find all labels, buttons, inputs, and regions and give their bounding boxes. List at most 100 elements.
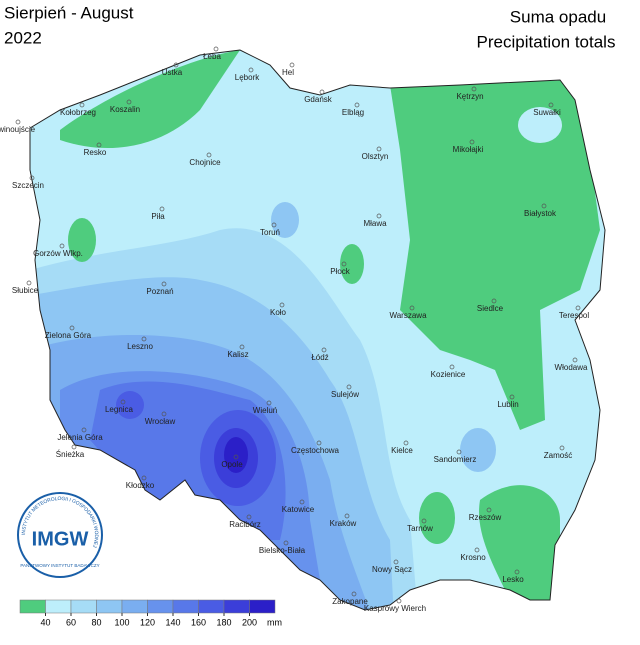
legend-swatch xyxy=(147,599,174,614)
city-label: Częstochowa xyxy=(291,446,340,455)
city-label: Resko xyxy=(84,148,107,157)
legend-tick-label: 180 xyxy=(216,617,231,627)
title: Sierpień - August xyxy=(4,3,134,22)
city-label: Leszno xyxy=(127,342,153,351)
city-label: Gdańsk xyxy=(304,95,333,104)
city-dot xyxy=(393,559,399,565)
city-dot xyxy=(469,139,475,145)
city-label: Siedlce xyxy=(477,304,504,313)
city-label: Kraków xyxy=(330,519,357,528)
city-label: Lublin xyxy=(497,400,518,409)
city-label: Śnieżka xyxy=(56,450,85,459)
city-label: Białystok xyxy=(524,209,557,218)
legend-swatch xyxy=(198,599,225,614)
city-dot xyxy=(409,305,415,311)
city-label: Zielona Góra xyxy=(45,331,92,340)
city-dot xyxy=(316,440,322,446)
city-dot xyxy=(26,280,32,286)
city-label: Mikołajki xyxy=(453,145,484,154)
city-dot xyxy=(341,261,347,267)
city-dot xyxy=(120,399,126,405)
city-label: Katowice xyxy=(282,505,315,514)
city-label: Sulejów xyxy=(331,390,359,399)
legend-tick-label: 120 xyxy=(140,617,155,627)
legend-tick-label: 200 xyxy=(242,617,257,627)
city-dot xyxy=(81,427,87,433)
subtitle: Suma opadu xyxy=(510,7,606,26)
city-label: Koszalin xyxy=(110,105,140,114)
city-label: Płock xyxy=(330,267,351,276)
city-dot xyxy=(321,347,327,353)
city-label: Lębork xyxy=(235,73,260,82)
city-dot xyxy=(246,514,252,520)
city-dot xyxy=(59,243,65,249)
city-label: Terespol xyxy=(559,311,589,320)
logo-ring-text: PAŃSTWOWY INSTYTUT BADAWCZY xyxy=(20,562,99,568)
city-dot xyxy=(376,146,382,152)
city-dot xyxy=(213,46,219,52)
legend-swatch xyxy=(96,599,123,614)
city-dot xyxy=(344,513,350,519)
city-dot xyxy=(71,444,77,450)
city-dot xyxy=(15,119,21,125)
city-label: Szczecin xyxy=(12,181,44,190)
city-dot xyxy=(29,175,35,181)
legend-swatch xyxy=(121,599,148,614)
city-dot xyxy=(541,203,547,209)
city-label: Nowy Sącz xyxy=(372,565,412,574)
city-label: Rzeszów xyxy=(469,513,502,522)
city-label: Jelenia Góra xyxy=(57,433,103,442)
legend-tick-label: 60 xyxy=(66,617,76,627)
city-dot xyxy=(141,336,147,342)
city-label: Kozienice xyxy=(431,370,466,379)
city-label: Suwałki xyxy=(533,108,561,117)
city-label: Koło xyxy=(270,308,287,317)
legend-tick-label: 140 xyxy=(165,617,180,627)
city-label: Świnoujście xyxy=(0,125,36,134)
city-dot xyxy=(206,152,212,158)
city-label: Kielce xyxy=(391,446,413,455)
city-label: Słubice xyxy=(12,286,39,295)
city-dot xyxy=(161,281,167,287)
city-dot xyxy=(559,445,565,451)
city-label: Kłodzko xyxy=(126,481,155,490)
city-label: Zamość xyxy=(544,451,572,460)
city-dot xyxy=(471,86,477,92)
city-label: Łódź xyxy=(311,353,328,362)
city-dot xyxy=(289,62,295,68)
city-dot xyxy=(279,302,285,308)
city-dot xyxy=(396,598,402,604)
city-dot xyxy=(474,547,480,553)
city-dot xyxy=(354,102,360,108)
city-label: Łeba xyxy=(203,52,221,61)
city-label: Racibórz xyxy=(229,520,261,529)
city-dot xyxy=(575,305,581,311)
city-dot xyxy=(239,344,245,350)
city-dot xyxy=(403,440,409,446)
legend-swatch xyxy=(19,599,46,614)
city-dot xyxy=(69,325,75,331)
city-dot xyxy=(126,99,132,105)
city-label: Gorzów Wlkp. xyxy=(33,249,83,258)
city-dot xyxy=(351,591,357,597)
legend-unit: mm xyxy=(267,617,282,627)
city-label: Lesko xyxy=(502,575,524,584)
city-label: Elbląg xyxy=(342,108,364,117)
city-dot xyxy=(486,507,492,513)
legend-tick-label: 40 xyxy=(40,617,50,627)
logo: INSTYTUT METEOROLOGII I GOSPODARKI WODNE… xyxy=(17,492,103,578)
city-dot xyxy=(421,518,427,524)
city-label: Zakopane xyxy=(332,597,368,606)
city-label: Hel xyxy=(282,68,294,77)
city-label: Krosno xyxy=(460,553,486,562)
city-label: Chojnice xyxy=(189,158,221,167)
legend-swatch xyxy=(172,599,199,614)
city-label: Poznań xyxy=(146,287,173,296)
city-label: Legnica xyxy=(105,405,134,414)
legend-swatch xyxy=(45,599,72,614)
city-dot xyxy=(248,67,254,73)
city-label: Kalisz xyxy=(227,350,248,359)
city-dot xyxy=(548,102,554,108)
city-dot xyxy=(456,449,462,455)
